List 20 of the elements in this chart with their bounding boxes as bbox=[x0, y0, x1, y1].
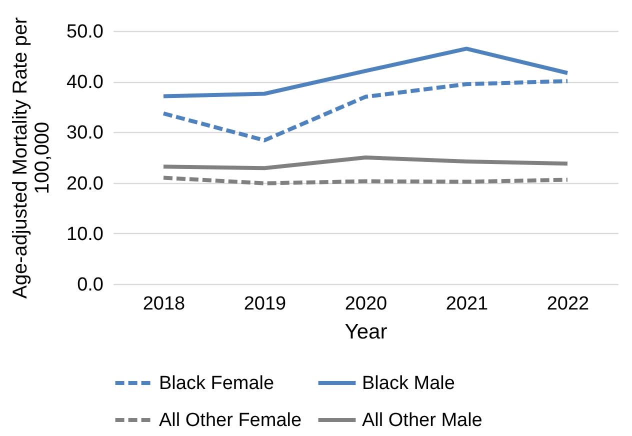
legend-label: Black Female bbox=[159, 373, 274, 394]
line-series bbox=[162, 79, 570, 142]
y-tick-label: 40.0 bbox=[66, 72, 104, 94]
x-tick-label: 2019 bbox=[244, 294, 286, 314]
y-tick-label: 0.0 bbox=[77, 274, 104, 296]
y-tick-label: 20.0 bbox=[66, 173, 104, 194]
x-tick-label: 2020 bbox=[344, 294, 388, 314]
y-axis-title: Age-adjusted Mortality Rate per 100,000 bbox=[10, 17, 54, 299]
x-tick-label: 2021 bbox=[446, 294, 488, 314]
y-tick-label: 50.0 bbox=[66, 22, 104, 42]
x-tick-label: 2018 bbox=[142, 294, 186, 314]
x-tick-label: 2022 bbox=[546, 294, 590, 314]
legend-label: Black Male bbox=[362, 373, 455, 394]
legend-label: All Other Female bbox=[159, 410, 302, 431]
line-series bbox=[162, 156, 570, 170]
line-series bbox=[162, 46, 570, 98]
legend-label: All Other Male bbox=[362, 410, 482, 431]
y-tick-label: 10.0 bbox=[66, 224, 104, 245]
y-tick-label: 30.0 bbox=[66, 122, 104, 144]
x-axis-title: Year bbox=[344, 320, 388, 344]
